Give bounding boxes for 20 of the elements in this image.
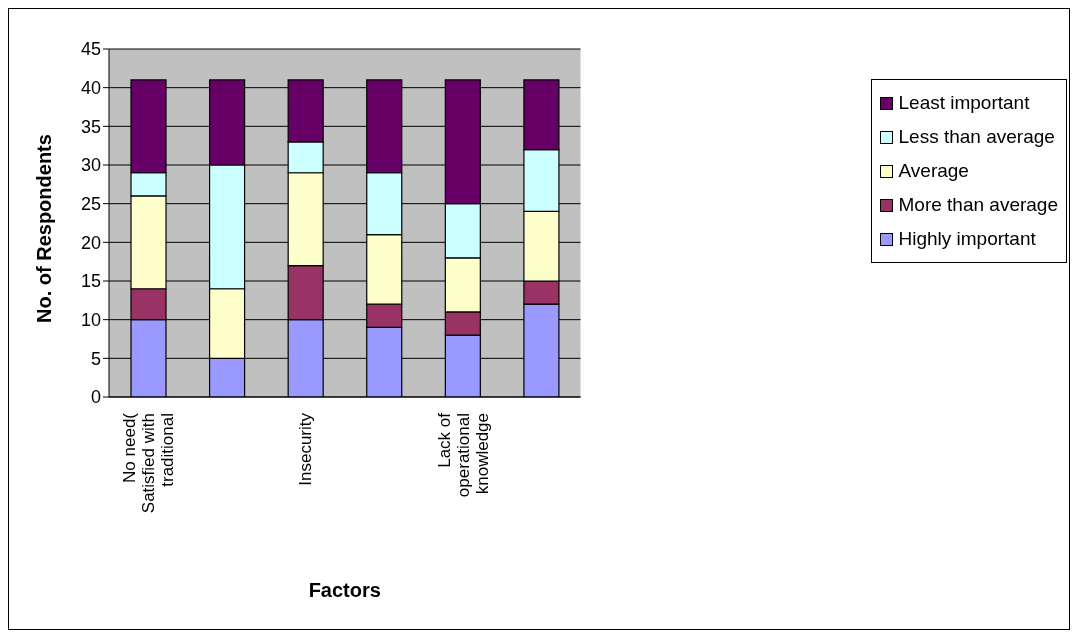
y-tick-label: 5 (90, 348, 101, 369)
y-tick-label: 30 (80, 155, 101, 176)
x-tick-label: Insecurity (296, 412, 316, 486)
x-tick-label: Lack of operational knowledge (434, 412, 492, 498)
y-tick-label: 10 (80, 310, 101, 331)
y-tick-label: 15 (80, 271, 101, 292)
legend-label: Least important (898, 92, 1030, 114)
y-tick-label: 45 (80, 39, 101, 60)
legend-label: More than average (898, 194, 1058, 216)
y-tick-label: 25 (80, 194, 101, 215)
y-axis-title: No. of Respondents (33, 134, 56, 323)
legend-label: Less than average (898, 126, 1055, 148)
y-tick-label: 0 (90, 387, 101, 408)
x-axis-title: Factors (308, 579, 381, 601)
x-tick-label: No need( Satisfied with traditional (120, 412, 178, 514)
legend-label: Highly important (898, 228, 1036, 250)
y-tick-label: 35 (80, 116, 101, 137)
y-tick-label: 40 (80, 78, 101, 99)
legend-label: Average (898, 160, 969, 182)
y-tick-label: 20 (80, 232, 101, 253)
